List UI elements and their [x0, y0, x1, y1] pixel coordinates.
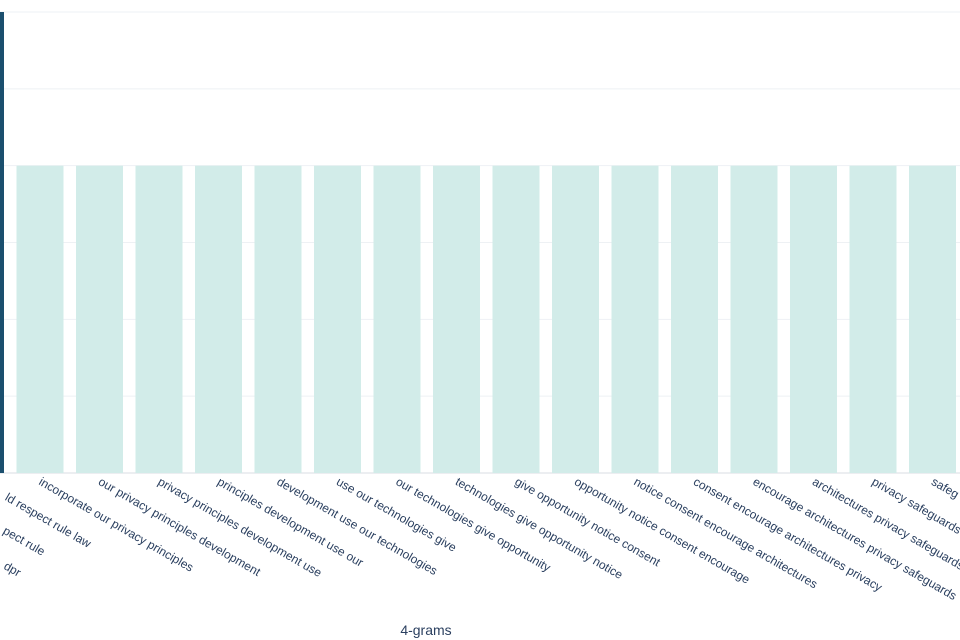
bar — [611, 165, 659, 473]
x-tick-label: dpr — [1, 559, 23, 580]
x-axis-title: 4-grams — [400, 622, 451, 638]
bar — [730, 165, 778, 473]
bar — [433, 165, 480, 473]
bar — [254, 165, 302, 473]
bar — [195, 165, 242, 473]
bar — [790, 165, 837, 473]
bar — [552, 165, 599, 473]
bar — [76, 165, 123, 473]
bar — [314, 165, 361, 473]
bar — [492, 165, 540, 473]
bar — [909, 165, 956, 473]
bar — [135, 165, 183, 473]
bar — [373, 165, 421, 473]
bar — [0, 12, 4, 473]
bar — [849, 165, 897, 473]
x-tick-label: safeg — [929, 474, 960, 501]
x-tick-label: pect rule — [1, 523, 48, 558]
bar — [16, 165, 64, 473]
bar — [671, 165, 718, 473]
